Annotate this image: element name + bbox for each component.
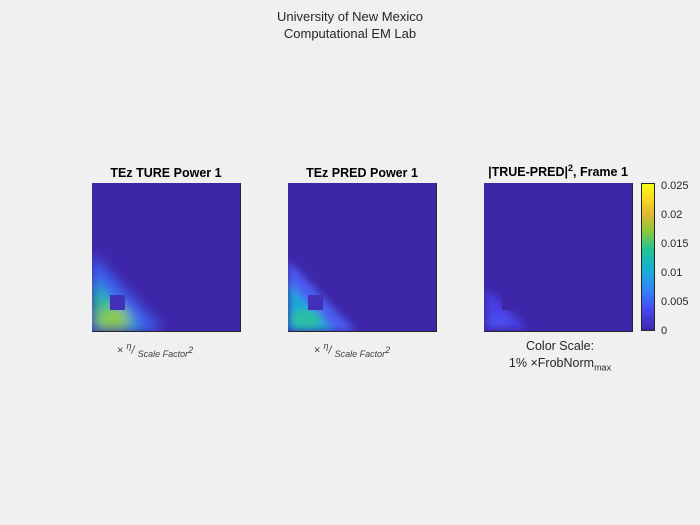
heatmap-pred — [288, 183, 437, 332]
scatterer-block — [502, 295, 517, 310]
scale-label-pred: × η/ Scale Factor2 — [314, 341, 391, 359]
panel-title-diff: |TRUE-PRED|2, Frame 1 — [488, 163, 628, 180]
colorbar-tick: 0.025 — [661, 180, 689, 192]
colorbar-tick: 0.02 — [661, 209, 683, 221]
colorbar-tick: 0.005 — [661, 296, 689, 308]
colorbar-tick: 0.01 — [661, 267, 683, 279]
colorbar-tick: 0 — [661, 325, 668, 337]
heatmap-diff — [484, 183, 633, 332]
figure-title-line2: Computational EM Lab — [283, 26, 417, 41]
field-peak-secondary — [94, 295, 110, 315]
panel-title-true: TEz TURE Power 1 — [110, 166, 222, 180]
figure-title-line1: University of New Mexico — [277, 9, 423, 24]
panel-title-pred: TEz PRED Power 1 — [306, 166, 418, 180]
error-peak — [486, 315, 510, 327]
color-scale-caption-line1: Color Scale: — [525, 339, 595, 353]
color-scale-caption-line2: 1% ×FrobNormmax — [508, 356, 612, 373]
field-peak — [290, 309, 322, 329]
scale-label-true: × η/ Scale Factor2 — [117, 341, 194, 359]
colorbar — [641, 183, 655, 331]
heatmap-true — [92, 183, 241, 332]
scatterer-block — [308, 295, 323, 310]
colorbar-tick: 0.015 — [661, 238, 689, 250]
scatterer-block — [110, 295, 125, 310]
